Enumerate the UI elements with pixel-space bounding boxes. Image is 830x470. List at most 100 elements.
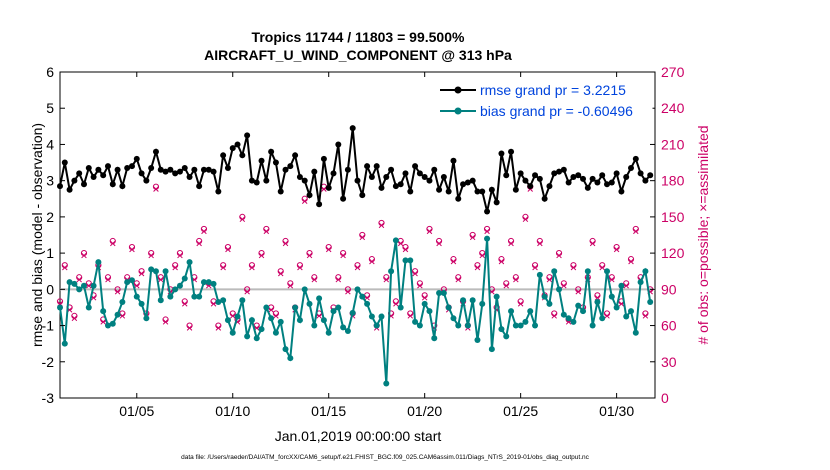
rmse-point bbox=[416, 170, 423, 177]
bias-point bbox=[373, 322, 380, 329]
rmse-point bbox=[354, 177, 361, 184]
bias-point bbox=[292, 304, 299, 311]
rmse-point bbox=[268, 148, 275, 155]
obs-assimilated-point bbox=[239, 216, 246, 223]
y-right-tick-label: 120 bbox=[661, 245, 685, 261]
obs-assimilated-point bbox=[469, 234, 476, 241]
obs-assimilated-point bbox=[556, 252, 562, 259]
obs-assimilated-point bbox=[628, 258, 634, 265]
bias-point bbox=[450, 315, 457, 322]
obs-assimilated-point bbox=[182, 301, 188, 307]
bias-point bbox=[493, 293, 500, 300]
bias-point bbox=[565, 315, 572, 322]
rmse-point bbox=[138, 170, 145, 177]
rmse-point bbox=[407, 188, 414, 195]
rmse-point bbox=[224, 164, 231, 171]
rmse-point bbox=[536, 175, 543, 182]
obs-assimilated-point bbox=[186, 325, 193, 331]
rmse-point bbox=[522, 177, 529, 184]
rmse-point bbox=[450, 157, 457, 164]
rmse-point bbox=[436, 186, 443, 193]
obs-assimilated-point bbox=[623, 282, 629, 289]
bias-point bbox=[426, 308, 433, 315]
obs-assimilated-point bbox=[321, 186, 327, 192]
bias-point bbox=[258, 326, 265, 333]
rmse-point bbox=[128, 163, 135, 170]
rmse-point bbox=[234, 141, 241, 148]
bias-point bbox=[354, 286, 361, 293]
obs-assimilated-point bbox=[71, 315, 78, 322]
bias-point bbox=[277, 318, 284, 325]
rmse-point bbox=[349, 125, 356, 132]
obs-assimilated-point bbox=[378, 222, 385, 229]
rmse-point bbox=[599, 172, 606, 179]
rmse-point bbox=[114, 166, 121, 173]
rmse-point bbox=[176, 168, 183, 175]
bias-point bbox=[378, 313, 385, 320]
bias-point bbox=[66, 279, 73, 286]
bias-point bbox=[229, 329, 236, 336]
rmse-point bbox=[124, 164, 131, 171]
footer-data-file: data file: /Users/raeder/DAI/ATM_forcXX/… bbox=[181, 454, 590, 461]
obs-assimilated-point bbox=[397, 240, 404, 247]
rmse-point bbox=[493, 199, 500, 206]
obs-assimilated-point bbox=[129, 246, 135, 253]
bias-point bbox=[234, 313, 241, 320]
obs-assimilated-point bbox=[450, 258, 457, 265]
rmse-point bbox=[469, 177, 476, 184]
obs-assimilated-point bbox=[134, 282, 140, 289]
legend-box bbox=[435, 79, 653, 123]
bias-point bbox=[623, 313, 630, 320]
y-right-tick-label: 30 bbox=[661, 354, 677, 370]
obs-assimilated-point bbox=[551, 313, 557, 319]
obs-assimilated-point bbox=[393, 301, 399, 307]
bias-point bbox=[604, 268, 611, 275]
bias-point bbox=[546, 300, 553, 307]
obs-assimilated-point bbox=[599, 264, 605, 271]
rmse-point bbox=[565, 179, 572, 186]
rmse-point bbox=[253, 179, 260, 186]
bias-point bbox=[157, 297, 164, 304]
obs-assimilated-point bbox=[589, 240, 596, 247]
bias-point bbox=[124, 279, 131, 286]
bias-point bbox=[306, 300, 313, 307]
bias-point bbox=[445, 304, 452, 311]
obs-assimilated-point bbox=[210, 301, 217, 307]
rmse-point bbox=[402, 170, 409, 177]
bias-point bbox=[498, 326, 505, 333]
bias-point bbox=[186, 259, 193, 266]
x-axis-label: Jan.01,2019 00:00:00 start bbox=[275, 428, 442, 444]
rmse-point bbox=[527, 183, 534, 190]
bias-point bbox=[527, 308, 534, 315]
obs-assimilated-point bbox=[474, 264, 481, 271]
obs-assimilated-point bbox=[517, 301, 524, 307]
bias-point bbox=[340, 324, 347, 331]
y-right-tick-label: 0 bbox=[661, 390, 669, 406]
obs-assimilated-point bbox=[546, 276, 553, 283]
bias-point bbox=[618, 282, 625, 289]
bias-point bbox=[80, 282, 87, 289]
rmse-point bbox=[575, 172, 582, 179]
rmse-point bbox=[455, 195, 462, 202]
rmse-point bbox=[229, 145, 236, 152]
obs-assimilated-point bbox=[138, 270, 145, 277]
bias-point bbox=[464, 322, 471, 329]
rmse-point bbox=[244, 132, 251, 139]
rmse-point bbox=[340, 195, 347, 202]
rmse-point bbox=[392, 183, 399, 190]
y-right-tick-label: 90 bbox=[661, 281, 677, 297]
obs-assimilated-point bbox=[609, 276, 615, 283]
rmse-point bbox=[287, 163, 294, 170]
y-left-tick-label: 2 bbox=[46, 209, 54, 225]
bias-point bbox=[508, 308, 515, 315]
rmse-point bbox=[560, 166, 567, 173]
bias-point bbox=[162, 268, 169, 275]
rmse-point bbox=[61, 159, 68, 166]
bias-point bbox=[148, 266, 155, 273]
obs-assimilated-point bbox=[594, 295, 601, 301]
bias-point bbox=[580, 308, 587, 315]
bias-point bbox=[522, 318, 529, 325]
rmse-line bbox=[59, 127, 651, 212]
obs-assimilated-point bbox=[503, 282, 510, 289]
bias-point bbox=[421, 300, 428, 307]
